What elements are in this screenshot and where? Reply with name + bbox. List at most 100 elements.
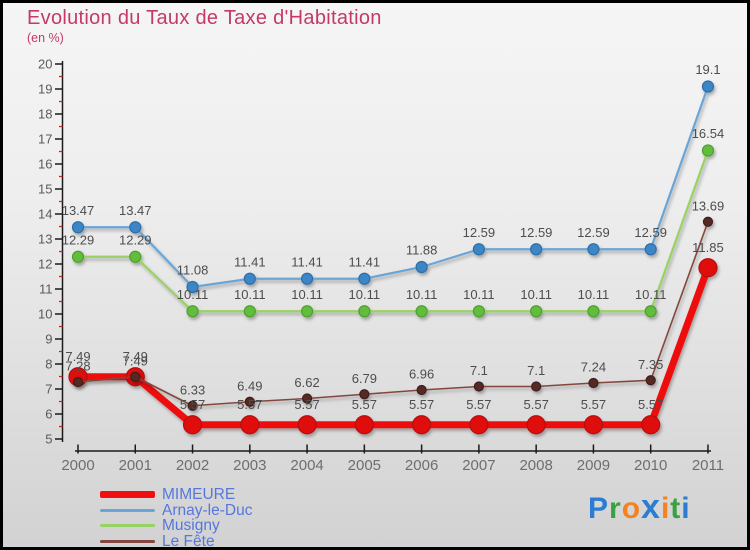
data-label: 12.59 (577, 225, 610, 240)
x-axis: 2000 2001 2002 2003 2004 2005 2006 2007 2008 2009… (61, 444, 724, 474)
y-tick-label: 6 (45, 407, 52, 422)
y-tick-label: 18 (38, 107, 52, 122)
y-tick-label: 17 (38, 132, 52, 147)
data-label: 7.24 (581, 360, 606, 375)
data-point (186, 305, 199, 318)
data-point (644, 243, 657, 256)
logo-letter: i (660, 492, 671, 525)
x-tick-label: 2001 (119, 457, 152, 474)
data-label: 7.49 (65, 349, 90, 364)
data-label: 6.33 (180, 382, 205, 397)
series-le-f-te (72, 216, 714, 411)
data-point (244, 396, 255, 407)
y-tick-label: 16 (38, 157, 52, 172)
legend-swatch-arnay-le-duc (100, 508, 155, 512)
legend-item-mimeure: MIMEURE (100, 487, 252, 503)
data-label: 11.88 (406, 243, 438, 258)
data-point (588, 377, 599, 389)
data-label: 10.11 (635, 287, 667, 302)
data-point (472, 305, 485, 318)
data-point (300, 272, 314, 285)
data-label: 13.47 (119, 203, 152, 218)
data-label: 7.49 (123, 349, 148, 364)
chart-title: Evolution du Taux de Taxe d'Habitation (27, 7, 382, 29)
data-label: 5.57 (294, 397, 319, 412)
y-tick-label: 14 (38, 207, 52, 222)
y-tick-label: 15 (38, 182, 52, 197)
data-point (645, 375, 656, 386)
data-label: 12.29 (62, 232, 95, 247)
series-line-musigny (76, 149, 710, 313)
data-label: 12.59 (634, 225, 667, 240)
data-point (583, 415, 604, 435)
data-label: 10.11 (349, 287, 381, 302)
data-point (71, 250, 85, 263)
data-point (530, 243, 543, 256)
chart-subtitle: (en %) (27, 31, 64, 45)
y-tick-label: 12 (38, 257, 52, 272)
data-label: 10.11 (520, 287, 552, 302)
data-point (243, 272, 256, 285)
legend-item-musigny: Musigny (100, 518, 252, 534)
data-point (182, 415, 203, 435)
x-tick-label: 2008 (519, 457, 552, 474)
data-point (416, 384, 427, 396)
data-point (72, 376, 84, 388)
data-label: 5.57 (409, 397, 434, 412)
data-point (644, 305, 657, 318)
logo-letter: r (609, 492, 622, 525)
data-point (71, 221, 85, 234)
y-tick-label: 8 (45, 357, 52, 372)
data-label: 13.69 (692, 198, 725, 213)
data-label: 13.47 (62, 203, 95, 218)
logo-letter: i (681, 492, 691, 525)
data-label: 12.59 (520, 225, 553, 240)
data-label: 5.57 (352, 397, 377, 412)
data-point (531, 381, 542, 392)
y-tick-label: 11 (39, 282, 53, 297)
data-label: 6.62 (294, 375, 319, 390)
x-tick-label: 2007 (462, 457, 495, 474)
data-point (301, 393, 313, 404)
logo-letter: x (641, 488, 661, 526)
data-label: 7.1 (470, 363, 488, 378)
y-tick-label: 20 (38, 57, 52, 72)
series-labels-arnay-le-duc: 13.47 13.47 11.08 11.41 11.41 11.41 11.88 12.59… (62, 62, 721, 278)
y-axis: 5 6 7 8 9 10 11 12 13 14 15 16 17 18 19 20 (38, 57, 64, 447)
data-point (300, 305, 314, 318)
logo-letter: o (621, 492, 642, 525)
legend-label: Le Fête (162, 532, 215, 550)
logo-letter: P (588, 492, 610, 525)
data-point (415, 305, 428, 318)
data-label: 11.41 (234, 254, 266, 269)
data-label: 19.1 (695, 62, 720, 77)
data-label: 6.49 (237, 378, 262, 393)
data-point (530, 305, 543, 318)
series-line-le-f-te (77, 220, 709, 407)
legend-item-arnay-le-duc: Arnay-le-Duc (100, 501, 253, 519)
data-label: 11.41 (291, 254, 323, 269)
data-point (240, 415, 260, 435)
data-point (297, 415, 317, 435)
data-point (129, 221, 142, 234)
y-tick-label: 13 (38, 232, 52, 247)
legend-swatch-le-fete (100, 539, 155, 543)
data-point (641, 415, 661, 435)
data-point (587, 305, 600, 318)
data-point (354, 415, 374, 435)
legend-label: Arnay-le-Duc (162, 501, 253, 519)
data-point (412, 415, 432, 435)
data-point (186, 280, 199, 294)
logo-letter: t (670, 492, 682, 525)
data-label: 6.96 (409, 367, 434, 382)
data-point (469, 415, 489, 435)
x-tick-label: 2010 (634, 457, 667, 474)
y-tick-label: 9 (45, 332, 52, 347)
legend-swatch-mimeure (100, 491, 155, 499)
data-point (129, 250, 142, 263)
data-label: 12.29 (119, 232, 152, 247)
data-label: 5.57 (466, 397, 491, 412)
series-line-arnay-le-duc (76, 85, 710, 289)
y-tick-label: 7 (45, 382, 52, 397)
